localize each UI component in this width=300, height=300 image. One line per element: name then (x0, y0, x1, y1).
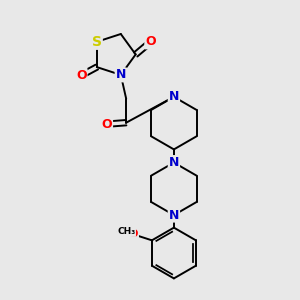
Text: O: O (145, 35, 156, 48)
Text: N: N (116, 68, 126, 81)
Text: CH₃: CH₃ (117, 227, 136, 236)
Text: S: S (92, 35, 102, 49)
Text: N: N (169, 208, 179, 222)
Text: N: N (169, 90, 179, 103)
Text: O: O (101, 118, 112, 131)
Text: N: N (169, 156, 179, 169)
Text: O: O (76, 69, 87, 82)
Text: O: O (129, 230, 138, 239)
